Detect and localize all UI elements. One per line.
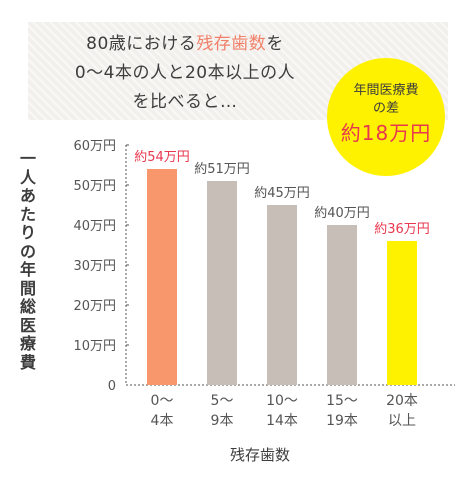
x-tick-label-2-line2: 14本 [266,413,298,429]
headline-accent: 残存歯数 [196,34,267,54]
headline-line-1-prefix: 80歳における [86,34,197,54]
data-label-3: 約40万円 [314,206,370,221]
y-tick-label: 60万円 [73,139,116,154]
y-tick-label: 0 [108,379,116,394]
x-tick-label-4-line2: 以上 [388,413,416,429]
x-tick-label-4-line1: 20本 [386,393,418,409]
y-tick-label: 30万円 [73,259,116,274]
badge-line-1: 年間医療費 [353,83,419,98]
x-tick-label-3-line1: 15～ [326,393,358,409]
headline: 80歳における残存歯数を 0～4本の人と20本以上の人 を比べると… [30,30,340,117]
data-label-4: 約36万円 [374,222,430,237]
x-tick-label-2-line1: 10～ [266,393,298,409]
x-tick-label-1-line2: 9本 [211,413,234,429]
y-tick-label: 40万円 [73,219,116,234]
x-tick-label-3-line2: 19本 [326,413,358,429]
data-label-2: 約45万円 [254,186,310,201]
y-axis-label: 一人あたりの年間総医療費 [19,149,36,372]
bar-0 [147,169,177,385]
x-axis-label: 残存歯数 [229,446,290,464]
x-tick-label-0-line2: 4本 [151,413,174,429]
x-tick-label-0-line1: 0～ [151,393,174,409]
x-tick-label-1-line1: 5～ [211,393,234,409]
y-tick-label: 10万円 [73,339,116,354]
headline-line-3: を比べると… [132,92,238,112]
cost-difference-badge: 年間医療費 の差 約18万円 [327,58,445,176]
headline-line-1-suffix: を [266,34,284,54]
headline-line-1: 80歳における残存歯数を [30,30,340,59]
data-label-1: 約51万円 [194,162,250,177]
bar-2 [267,205,297,385]
badge-line-2: の差 [372,101,399,116]
badge-amount: 約18万円 [340,121,432,145]
bar-1 [207,181,237,385]
y-tick-label: 20万円 [73,299,116,314]
data-label-0: 約54万円 [134,150,190,165]
bar-3 [327,225,357,385]
headline-line-2: 0～4本の人と20本以上の人 [74,63,296,83]
y-tick-label: 50万円 [73,179,116,194]
bar-4 [387,241,417,385]
